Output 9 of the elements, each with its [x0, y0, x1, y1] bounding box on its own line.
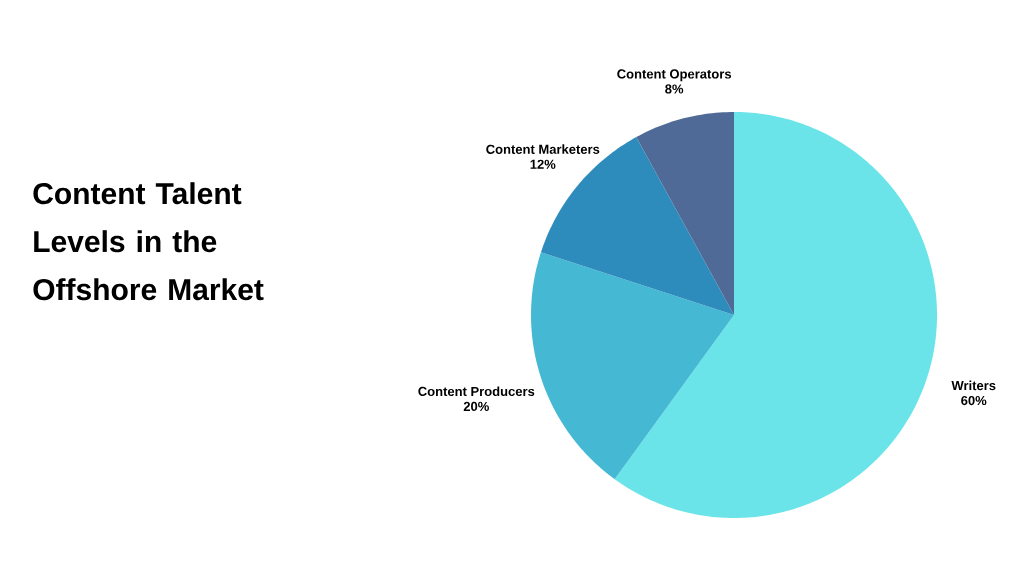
text: Content Talent Levels in the Offshore Market	[33, 182, 264, 301]
slice-label: Writers	[951, 380, 996, 391]
slice-label: Content Marketers	[486, 144, 600, 154]
data-label: 12%	[530, 159, 556, 169]
data-label: 60%	[961, 395, 987, 406]
slice-label: Content Operators	[617, 69, 732, 82]
data-label: 20%	[463, 401, 489, 411]
data-label: 8%	[665, 84, 684, 94]
slice-label: Content Producers	[418, 386, 535, 396]
